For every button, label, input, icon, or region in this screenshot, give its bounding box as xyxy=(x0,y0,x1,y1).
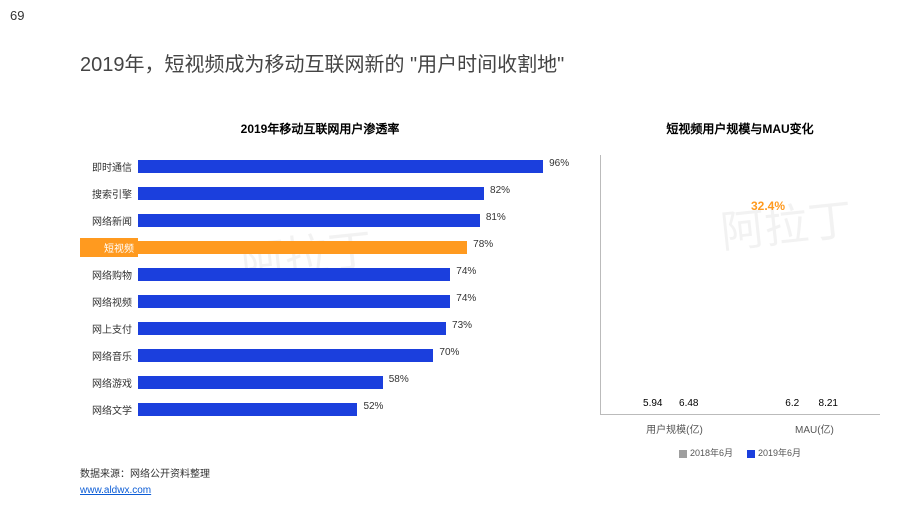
right-chart-title: 短视频用户规模与MAU变化 xyxy=(600,120,880,137)
hbar-fill xyxy=(138,187,484,200)
hbar-label: 网络音乐 xyxy=(80,348,138,363)
page-title: 2019年，短视频成为移动互联网新的 "用户时间收割地" xyxy=(80,48,564,77)
hbar-value: 73% xyxy=(452,320,472,331)
hbar-track: 52% xyxy=(138,403,560,416)
vbar-label: 5.94 xyxy=(637,398,669,409)
hbar-label: 搜索引擎 xyxy=(80,186,138,201)
hbar-value: 96% xyxy=(549,158,569,169)
hbar-value: 58% xyxy=(389,374,409,385)
hbar-label: 网络视频 xyxy=(80,294,138,309)
vlegend: 2018年6月 2019年6月 xyxy=(600,446,880,459)
hbar-label: 短视频 xyxy=(80,238,138,257)
source-label: 数据来源：网络公开资料整理 xyxy=(80,465,210,480)
hbar-row: 短视频 78% xyxy=(80,236,560,258)
vcategories: 用户规模(亿) MAU(亿) xyxy=(600,421,880,436)
charts-container: 2019年移动互联网用户渗透率 即时通信96%搜索引擎82%网络新闻81%短视频… xyxy=(80,120,880,459)
hbar-row: 即时通信96% xyxy=(80,155,560,177)
hbar-track: 78% xyxy=(138,241,560,254)
legend-swatch xyxy=(679,450,687,458)
hbar-row: 网络游戏 58% xyxy=(80,371,560,393)
hbar-track: 74% xyxy=(138,295,560,308)
hbar-track: 82% xyxy=(138,187,560,200)
page-number: 69 xyxy=(10,8,24,23)
growth-label: 32.4% xyxy=(751,199,785,213)
hbar-fill xyxy=(138,295,450,308)
vgroups: 5.94 6.48 6.2 8.21 xyxy=(601,155,880,414)
hbar-row: 网络文学 52% xyxy=(80,398,560,420)
hbar-row: 网络新闻 81% xyxy=(80,209,560,231)
hbar-value: 78% xyxy=(473,239,493,250)
hbar-track: 73% xyxy=(138,322,560,335)
vbar-label: 6.48 xyxy=(673,398,705,409)
source-link[interactable]: www.aldwx.com xyxy=(80,485,151,496)
hbar-fill xyxy=(138,349,433,362)
hbar-track: 81% xyxy=(138,214,560,227)
legend-item: 2018年6月 xyxy=(679,446,733,459)
hbar-track: 70% xyxy=(138,349,560,362)
vbar-label: 6.2 xyxy=(776,398,808,409)
hbar-track: 74% xyxy=(138,268,560,281)
left-chart-title: 2019年移动互联网用户渗透率 xyxy=(80,120,560,137)
hbar-fill xyxy=(138,214,480,227)
hbar-fill xyxy=(138,403,357,416)
hbar-list: 即时通信96%搜索引擎82%网络新闻81%短视频78%网络购物74%网络视频74… xyxy=(80,155,560,420)
hbar-row: 网络音乐 70% xyxy=(80,344,560,366)
legend-swatch xyxy=(747,450,755,458)
hbar-row: 搜索引擎 82% xyxy=(80,182,560,204)
vbar-label: 8.21 xyxy=(812,398,844,409)
hbar-label: 网上支付 xyxy=(80,321,138,336)
hbar-value: 82% xyxy=(490,185,510,196)
hbar-fill xyxy=(138,241,467,254)
penetration-chart: 2019年移动互联网用户渗透率 即时通信96%搜索引擎82%网络新闻81%短视频… xyxy=(80,120,560,459)
hbar-track: 58% xyxy=(138,376,560,389)
hbar-value: 74% xyxy=(456,293,476,304)
hbar-fill xyxy=(138,376,383,389)
hbar-track: 96% xyxy=(138,160,560,173)
vcategory-label: MAU(亿) xyxy=(795,421,834,436)
hbar-fill xyxy=(138,322,446,335)
hbar-fill xyxy=(138,268,450,281)
hbar-label: 网络文学 xyxy=(80,402,138,417)
hbar-row: 网络视频 74% xyxy=(80,290,560,312)
hbar-label: 网络购物 xyxy=(80,267,138,282)
hbar-fill xyxy=(138,160,543,173)
hbar-row: 网上支付 73% xyxy=(80,317,560,339)
hbar-label: 即时通信 xyxy=(80,159,138,174)
mau-chart: 短视频用户规模与MAU变化 32.4% 5.94 6.48 6.2 8.21 用户规模… xyxy=(600,120,880,459)
vcategory-label: 用户规模(亿) xyxy=(646,421,703,436)
vchart-area: 32.4% 5.94 6.48 6.2 8.21 xyxy=(600,155,880,415)
legend-item: 2019年6月 xyxy=(747,446,801,459)
hbar-value: 74% xyxy=(456,266,476,277)
hbar-value: 81% xyxy=(486,212,506,223)
hbar-row: 网络购物 74% xyxy=(80,263,560,285)
hbar-value: 52% xyxy=(363,401,383,412)
hbar-label: 网络新闻 xyxy=(80,213,138,228)
hbar-label: 网络游戏 xyxy=(80,375,138,390)
hbar-value: 70% xyxy=(439,347,459,358)
